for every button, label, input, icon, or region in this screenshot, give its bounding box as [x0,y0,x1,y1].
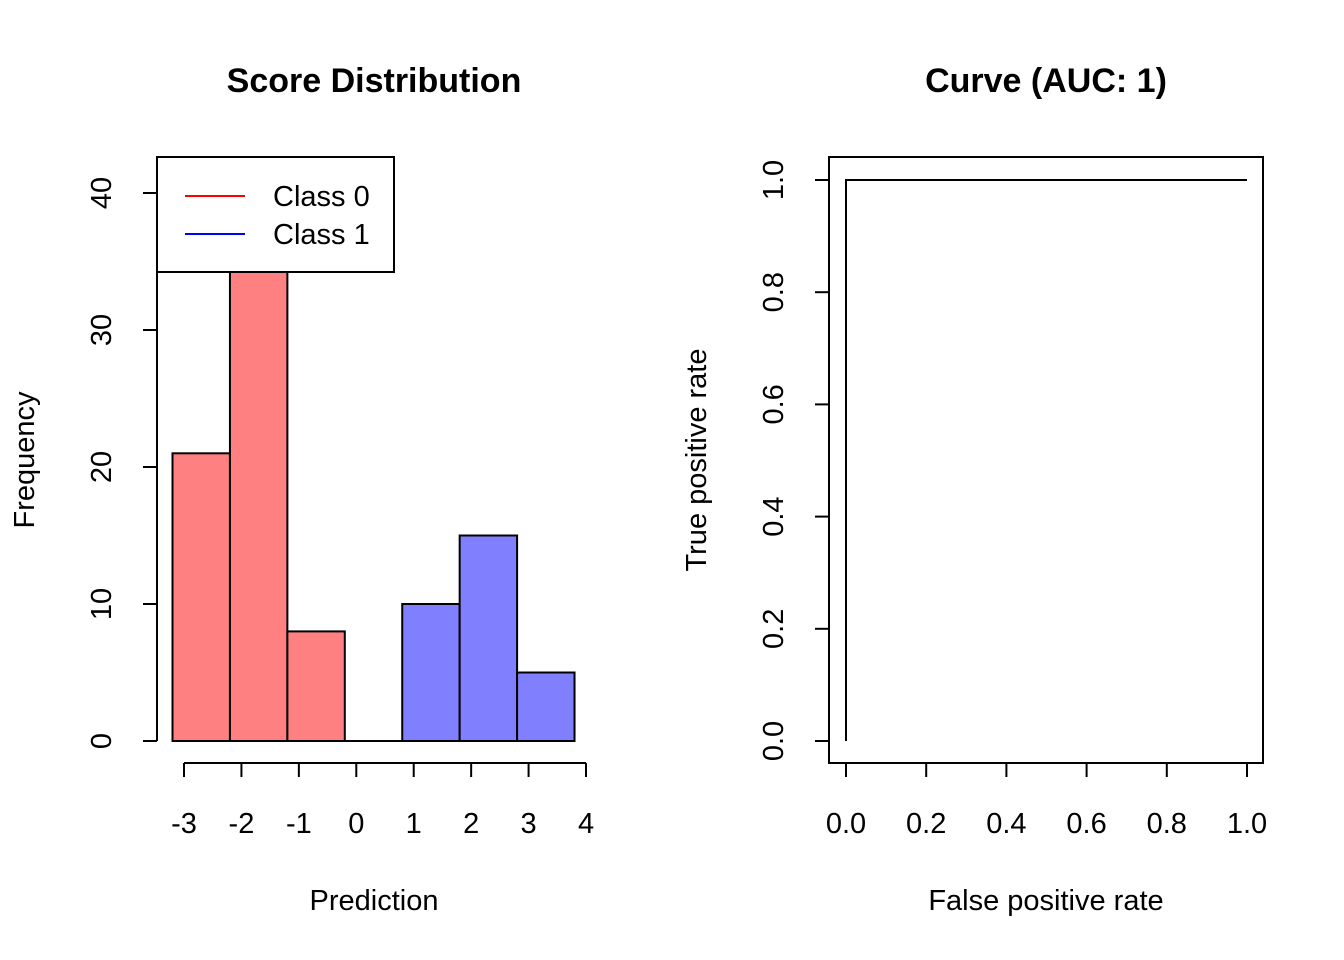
x-tick-label: 2 [463,808,479,840]
hist-xlabel: Prediction [310,885,439,917]
roc-curve-line [845,179,1247,741]
roc-xlabel: False positive rate [928,885,1163,917]
y-tick-label: 1.0 [758,160,790,200]
y-tick-label: 0.6 [758,384,790,424]
y-tick-label: 40 [86,177,118,209]
x-tick-label: -1 [286,808,312,840]
x-tick-label: -2 [229,808,255,840]
plot-box [828,156,1264,764]
x-tick-label: 1.0 [1227,808,1267,840]
x-tick-label: 4 [578,808,594,840]
roc-title: Curve (AUC: 1) [925,62,1167,100]
x-tick-label: 0.0 [826,808,866,840]
histogram-bar [286,630,346,743]
y-tick-label: 0.0 [758,721,790,761]
legend-label: Class 0 [273,181,370,213]
y-tick-label: 30 [86,314,118,346]
x-tick-label: -3 [171,808,197,840]
histogram-bar [458,534,519,742]
y-tick-label: 20 [86,451,118,483]
hist-ylabel: Frequency [9,391,41,529]
legend-box [156,156,395,273]
x-tick-label: 0.6 [1066,808,1106,840]
legend-label: Class 1 [273,219,370,251]
histogram-bar [401,603,461,742]
y-tick-label: 10 [86,588,118,620]
histogram-bar [516,671,576,742]
x-tick-label: 0.8 [1147,808,1187,840]
roc-plot: 0.0 0.2 0.4 0.6 0.8 1.0 0.0 0.2 0.4 0.6 0.8 1.0 [758,156,1267,840]
x-tick-label: 3 [521,808,537,840]
y-tick-label: 0 [86,733,118,749]
y-tick-label: 0.2 [758,609,790,649]
y-tick-label: 0.4 [758,496,790,536]
roc-ylabel: True positive rate [681,349,713,572]
y-tick-label: 0.8 [758,272,790,312]
hist-title: Score Distribution [227,62,522,100]
x-tick-label: 0 [348,808,364,840]
histogram-bar [171,452,231,742]
x-tick-label: 0.4 [986,808,1026,840]
histogram-plot: 0 10 20 30 40 -3 -2 -1 0 1 2 3 4 Class 0 Class 1 [86,156,594,840]
x-tick-label: 1 [406,808,422,840]
x-tick-label: 0.2 [906,808,946,840]
histogram-bar [228,246,289,743]
